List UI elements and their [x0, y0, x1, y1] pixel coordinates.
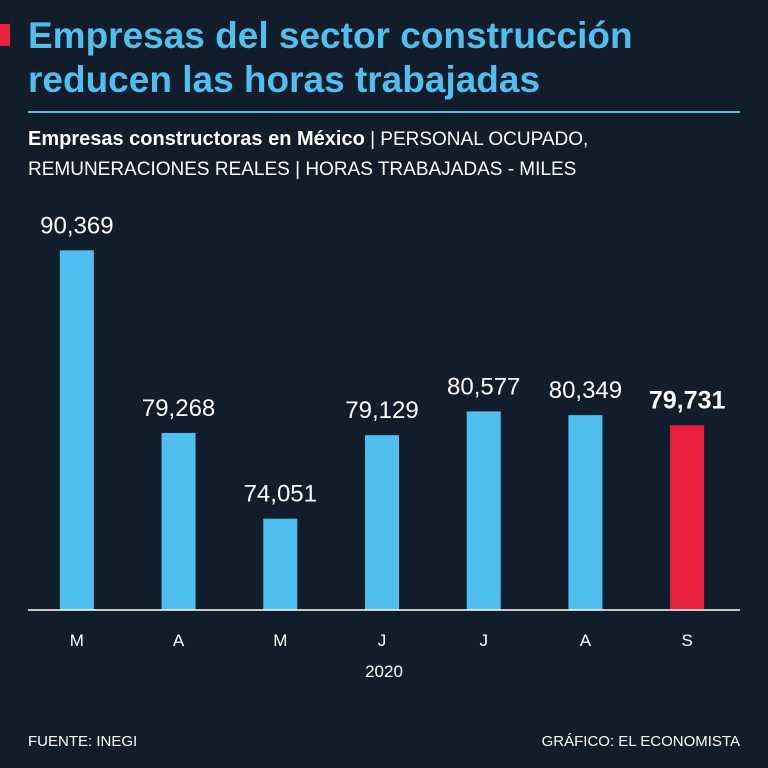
chart-title: Empresas del sector construcción reducen…: [28, 14, 748, 102]
bar-2: [263, 518, 298, 610]
x-tick-label-4: J: [479, 631, 488, 650]
x-axis-label: 2020: [365, 662, 403, 681]
x-tick-label-1: A: [173, 631, 185, 650]
title-line-2: reducen las horas trabajadas: [28, 59, 541, 100]
bar-chart: 90,369 M 79,268 A 74,051 M 79,129 J 80,577 J 80,34…: [28, 212, 740, 681]
bar-4: [466, 411, 501, 610]
subtitle-detail: | PERSONAL OCUPADO, REMUNERACIONES REALE…: [28, 129, 589, 180]
x-tick-label-3: J: [378, 631, 387, 650]
subtitle-bold: Empresas constructoras en México: [28, 128, 365, 150]
data-label-4: 80,577: [447, 373, 520, 400]
title-divider: [28, 111, 740, 113]
bar-3: [365, 435, 399, 610]
title-accent-mark: [0, 24, 10, 46]
chart-subtitle: Empresas constructoras en México | PERSO…: [28, 124, 748, 185]
credit-note: GRÁFICO: EL ECONOMISTA: [541, 733, 740, 750]
x-tick-label-6: S: [681, 631, 692, 650]
title-line-1: Empresas del sector construcción: [28, 15, 633, 56]
bar-1: [161, 432, 196, 610]
bar-5: [568, 415, 603, 610]
source-note: FUENTE: INEGI: [28, 733, 138, 750]
x-tick-label-5: A: [580, 631, 592, 650]
data-label-2: 74,051: [244, 481, 317, 508]
data-label-3: 79,129: [345, 397, 418, 424]
data-label-0: 90,369: [40, 212, 113, 239]
x-tick-label-2: M: [273, 631, 287, 650]
x-tick-label-0: M: [70, 631, 84, 650]
bar-0: [59, 250, 94, 610]
data-label-5: 80,349: [549, 377, 622, 404]
data-label-6: 79,731: [649, 386, 726, 414]
data-label-1: 79,268: [142, 395, 215, 422]
bar-6: [670, 425, 705, 610]
